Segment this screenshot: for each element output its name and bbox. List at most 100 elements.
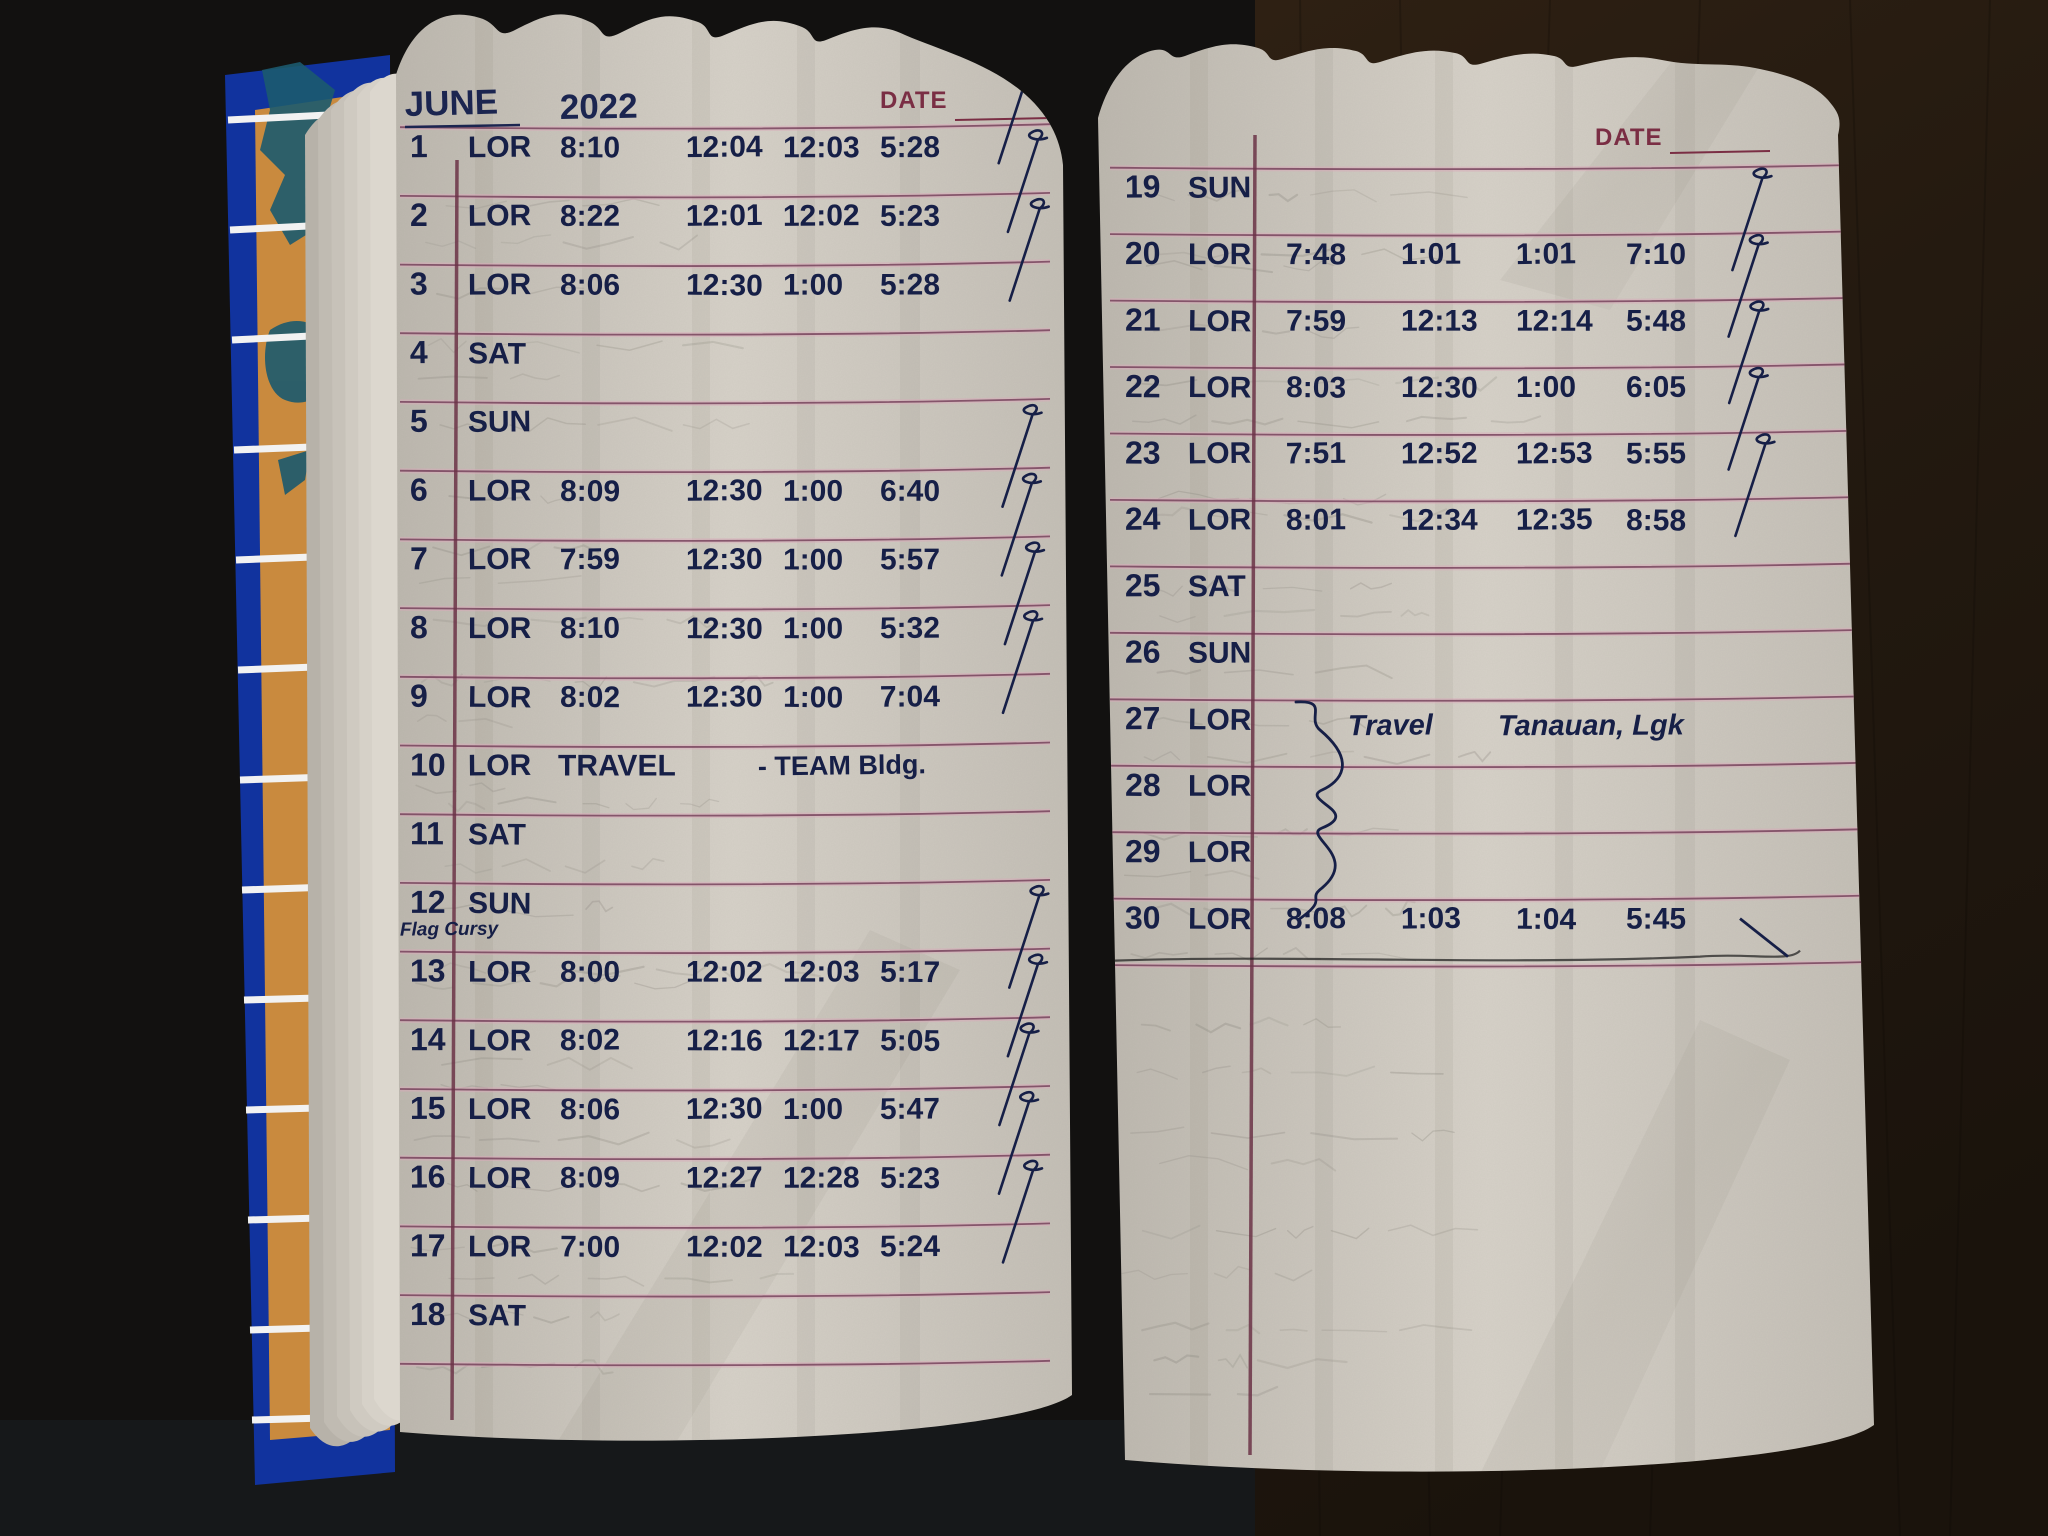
svg-text:29: 29 [1125, 833, 1161, 869]
svg-text:LOR: LOR [1188, 305, 1252, 339]
svg-text:5:28: 5:28 [880, 131, 940, 164]
svg-text:LOR: LOR [468, 1024, 532, 1057]
svg-text:11: 11 [410, 815, 444, 851]
svg-text:7:10: 7:10 [1626, 238, 1686, 271]
svg-text:13: 13 [410, 952, 446, 988]
svg-text:27: 27 [1125, 700, 1161, 736]
svg-text:LOR: LOR [468, 612, 532, 645]
svg-text:20: 20 [1125, 235, 1161, 271]
svg-text:SUN: SUN [468, 405, 532, 439]
svg-text:LOR: LOR [468, 1093, 532, 1126]
svg-text:12:30: 12:30 [686, 1092, 763, 1126]
svg-text:LOR: LOR [1188, 371, 1252, 404]
svg-text:8:02: 8:02 [560, 681, 620, 714]
svg-text:LOR: LOR [468, 543, 532, 577]
svg-text:12:14: 12:14 [1516, 305, 1593, 338]
svg-text:7:48: 7:48 [1286, 238, 1346, 271]
svg-text:5:47: 5:47 [880, 1092, 940, 1126]
svg-text:8:09: 8:09 [560, 1161, 620, 1195]
svg-text:LOR: LOR [468, 681, 532, 715]
svg-text:8:06: 8:06 [560, 1093, 620, 1126]
svg-text:12:35: 12:35 [1516, 503, 1593, 537]
svg-text:12:01: 12:01 [686, 199, 763, 233]
svg-text:8:22: 8:22 [560, 200, 620, 233]
svg-text:12:03: 12:03 [783, 131, 860, 164]
svg-text:7:59: 7:59 [1286, 305, 1346, 338]
svg-text:10: 10 [410, 747, 446, 783]
svg-text:LOR: LOR [468, 1162, 532, 1195]
svg-text:8:09: 8:09 [560, 475, 620, 509]
svg-text:12:28: 12:28 [783, 1161, 860, 1194]
svg-text:12:30: 12:30 [1401, 371, 1478, 405]
svg-text:8:00: 8:00 [560, 956, 620, 989]
svg-text:17: 17 [410, 1227, 446, 1263]
svg-text:5:23: 5:23 [880, 200, 940, 233]
svg-text:5:55: 5:55 [1626, 437, 1686, 470]
svg-text:LOR: LOR [468, 956, 532, 989]
svg-text:LOR: LOR [468, 199, 532, 233]
svg-text:12: 12 [410, 884, 446, 920]
svg-text:SAT: SAT [468, 818, 526, 851]
svg-text:12:30: 12:30 [686, 269, 763, 303]
svg-text:12:30: 12:30 [686, 680, 763, 713]
svg-text:2022: 2022 [559, 87, 638, 127]
svg-text:5:45: 5:45 [1626, 903, 1686, 936]
svg-text:23: 23 [1125, 435, 1161, 471]
svg-text:8:03: 8:03 [1286, 371, 1346, 405]
svg-text:1:00: 1:00 [783, 612, 843, 645]
svg-text:1:00: 1:00 [783, 681, 843, 715]
svg-text:DATE: DATE [880, 87, 948, 114]
svg-text:15: 15 [410, 1090, 446, 1126]
svg-text:1:04: 1:04 [1516, 903, 1577, 937]
svg-text:18: 18 [410, 1296, 446, 1332]
svg-text:SAT: SAT [468, 1299, 526, 1333]
svg-text:LOR: LOR [1188, 703, 1252, 737]
svg-text:6: 6 [410, 472, 428, 508]
svg-text:2: 2 [410, 197, 428, 233]
svg-text:LOR: LOR [1188, 835, 1252, 869]
svg-text:24: 24 [1125, 500, 1161, 536]
svg-text:7:00: 7:00 [560, 1230, 620, 1264]
svg-text:1:01: 1:01 [1401, 238, 1461, 271]
svg-text:8:10: 8:10 [560, 612, 620, 645]
svg-text:1:00: 1:00 [1516, 371, 1576, 404]
svg-text:1:03: 1:03 [1401, 902, 1461, 936]
svg-text:21: 21 [1125, 302, 1161, 338]
svg-text:SUN: SUN [1188, 171, 1252, 204]
svg-text:6:05: 6:05 [1626, 371, 1686, 404]
svg-text:7: 7 [410, 540, 428, 576]
svg-text:30: 30 [1125, 899, 1161, 935]
svg-text:19: 19 [1125, 168, 1161, 204]
svg-text:8:01: 8:01 [1286, 503, 1346, 537]
svg-text:8:02: 8:02 [560, 1023, 620, 1057]
svg-text:LOR: LOR [1188, 903, 1252, 937]
svg-text:7:51: 7:51 [1286, 437, 1346, 471]
svg-text:12:52: 12:52 [1401, 437, 1478, 471]
svg-text:1:00: 1:00 [783, 1093, 843, 1126]
svg-text:7:59: 7:59 [560, 543, 620, 577]
svg-text:1:00: 1:00 [783, 543, 843, 576]
svg-text:5:57: 5:57 [880, 543, 940, 576]
svg-text:LOR: LOR [468, 268, 532, 301]
svg-text:25: 25 [1125, 567, 1161, 603]
svg-text:12:04: 12:04 [686, 130, 763, 164]
svg-text:12:02: 12:02 [686, 956, 763, 989]
svg-text:12:30: 12:30 [686, 543, 763, 577]
svg-text:5:05: 5:05 [880, 1024, 940, 1058]
svg-text:SUN: SUN [1188, 637, 1251, 670]
svg-text:- TEAM Bldg.: - TEAM Bldg. [758, 749, 926, 781]
svg-text:28: 28 [1125, 767, 1161, 803]
svg-text:5:17: 5:17 [880, 956, 940, 990]
svg-text:LOR: LOR [1188, 437, 1252, 471]
svg-text:26: 26 [1125, 634, 1161, 670]
svg-text:16: 16 [410, 1158, 446, 1194]
svg-text:8:06: 8:06 [560, 269, 620, 302]
svg-text:LOR: LOR [468, 749, 532, 783]
svg-text:1:01: 1:01 [1516, 237, 1576, 271]
svg-text:5:48: 5:48 [1626, 305, 1686, 338]
svg-text:4: 4 [410, 334, 428, 370]
svg-text:Flag Cursy: Flag Cursy [400, 919, 500, 941]
svg-text:SAT: SAT [468, 337, 526, 371]
svg-text:SAT: SAT [1188, 570, 1246, 603]
svg-text:Tanauan, Lgk: Tanauan, Lgk [1498, 709, 1686, 742]
